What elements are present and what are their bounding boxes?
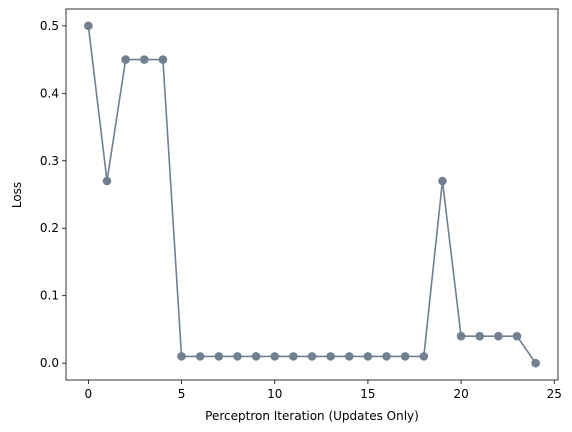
data-point bbox=[289, 352, 298, 361]
y-tick-label: 0.0 bbox=[40, 356, 59, 370]
plot-area bbox=[66, 9, 558, 380]
y-tick-label: 0.5 bbox=[40, 19, 59, 33]
data-point bbox=[121, 55, 130, 64]
data-point bbox=[102, 176, 112, 186]
data-point bbox=[382, 352, 391, 361]
y-axis-label: Loss bbox=[10, 182, 24, 208]
x-axis-label: Perceptron Iteration (Updates Only) bbox=[205, 409, 419, 423]
y-tick-label: 0.3 bbox=[40, 154, 59, 168]
x-tick-label: 15 bbox=[360, 387, 375, 401]
data-point bbox=[233, 352, 242, 361]
data-point bbox=[84, 21, 93, 31]
data-point bbox=[456, 331, 466, 341]
data-point bbox=[177, 352, 186, 361]
data-point bbox=[419, 352, 429, 361]
data-point bbox=[195, 352, 205, 361]
data-point bbox=[270, 352, 280, 361]
axes-layer: 0 5 10 15 20 25 0.0 0.1 0.2 0.3 0.4 0.5 bbox=[40, 8, 562, 401]
y-tick-label: 0.1 bbox=[40, 289, 59, 303]
x-tick-label: 25 bbox=[547, 387, 562, 401]
x-tick-label: 10 bbox=[267, 387, 282, 401]
data-point bbox=[494, 331, 503, 341]
y-tick-label: 0.2 bbox=[40, 221, 59, 235]
data-point bbox=[307, 352, 317, 361]
x-tick-label: 5 bbox=[178, 387, 186, 401]
data-point bbox=[214, 352, 224, 361]
data-point bbox=[531, 358, 540, 368]
data-point bbox=[251, 352, 261, 361]
data-point bbox=[438, 176, 447, 186]
series-layer bbox=[84, 21, 540, 368]
data-point bbox=[139, 55, 149, 64]
data-point bbox=[363, 352, 373, 361]
x-tick-label: 0 bbox=[85, 387, 93, 401]
data-point bbox=[512, 331, 522, 341]
axes-frame bbox=[65, 8, 559, 381]
data-point bbox=[344, 352, 354, 361]
data-point bbox=[475, 331, 485, 341]
y-tick-label: 0.4 bbox=[40, 86, 59, 100]
data-point bbox=[158, 55, 168, 64]
data-point bbox=[326, 352, 335, 361]
x-tick-label: 20 bbox=[453, 387, 468, 401]
data-point bbox=[400, 352, 410, 361]
